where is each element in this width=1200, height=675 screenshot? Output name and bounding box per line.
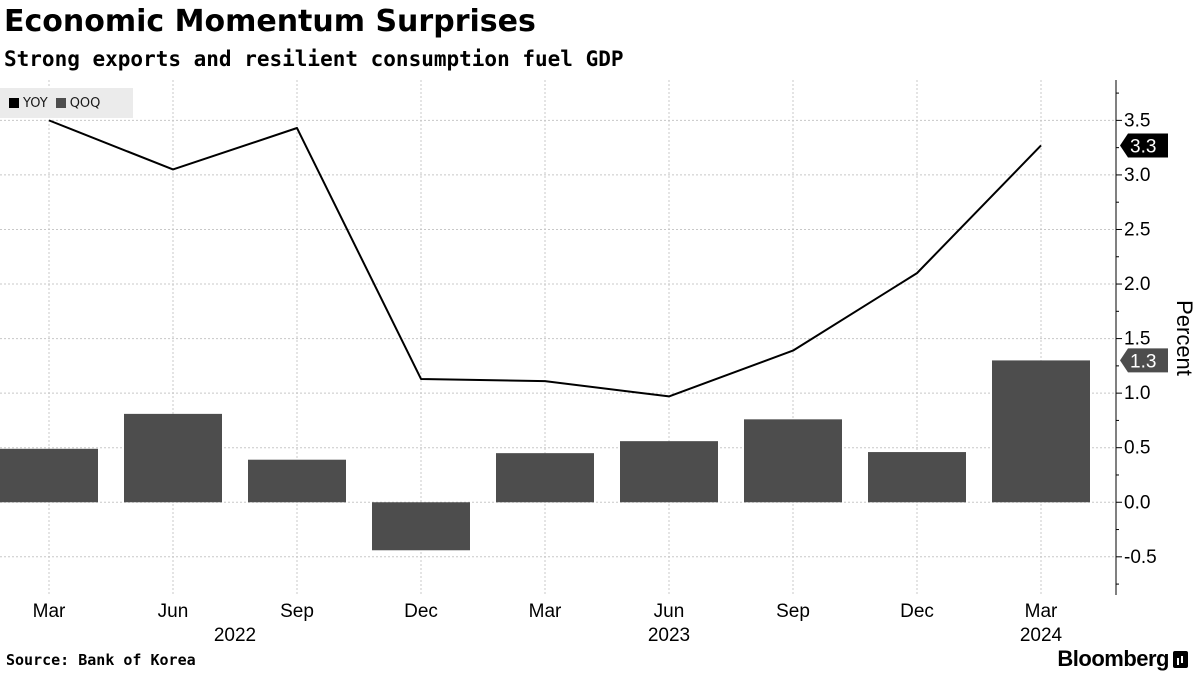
- legend-swatch-qoq: [55, 98, 66, 108]
- y-tick-label: 2.0: [1124, 274, 1150, 295]
- yoy-last-value-tag: [1120, 133, 1168, 158]
- qoq-last-value-tag: [1120, 348, 1168, 373]
- legend-swatch-yoy: [9, 98, 19, 108]
- yoy-last-value-tag-label: 3.3: [1130, 136, 1156, 157]
- x-tick-label: Jun: [654, 601, 685, 622]
- bar-qoq-4: [372, 502, 470, 551]
- bar-qoq-3: [248, 459, 346, 503]
- legend-item-yoy: YOY: [9, 96, 48, 111]
- x-tick-label: Dec: [900, 601, 934, 622]
- bar-qoq-1: [0, 448, 98, 503]
- qoq-last-value-tag-label: 1.3: [1130, 351, 1156, 372]
- x-year-label: 2024: [1020, 625, 1063, 646]
- y-axis-title: Percent: [1172, 300, 1197, 376]
- x-year-label: 2023: [648, 625, 690, 646]
- bar-qoq-8: [868, 452, 966, 503]
- x-tick-label: Sep: [280, 601, 314, 622]
- x-tick-label: Mar: [33, 601, 66, 622]
- brand-name: Bloomberg: [1057, 646, 1169, 671]
- legend-label-yoy: YOY: [23, 95, 48, 111]
- y-tick-label: 2.5: [1124, 219, 1150, 240]
- y-tick-label: 3.0: [1124, 165, 1150, 186]
- y-tick-label: -0.5: [1124, 547, 1157, 568]
- y-tick-label: 1.0: [1124, 383, 1150, 404]
- legend-item-qoq: QOQ: [55, 95, 101, 111]
- chart-legend: YOY QOQ: [0, 88, 133, 118]
- bloomberg-terminal-icon: [1173, 650, 1188, 668]
- chart-subtitle: Strong exports and resilient consumption…: [4, 47, 624, 71]
- x-year-label: 2022: [214, 625, 256, 646]
- y-tick-label: 0.5: [1124, 438, 1150, 459]
- bar-qoq-7: [744, 419, 842, 503]
- x-tick-label: Mar: [529, 601, 562, 622]
- bar-qoq-2: [124, 413, 222, 503]
- x-tick-label: Jun: [158, 601, 189, 622]
- chart-title: Economic Momentum Surprises: [4, 4, 536, 39]
- x-tick-label: Mar: [1025, 601, 1058, 622]
- x-tick-label: Dec: [404, 601, 438, 622]
- source-note: Source: Bank of Korea: [6, 651, 196, 669]
- y-tick-label: 0.0: [1124, 492, 1150, 513]
- bar-qoq-5: [496, 453, 594, 503]
- y-tick-label: 1.5: [1124, 329, 1150, 350]
- bar-qoq-9: [992, 360, 1090, 503]
- y-tick-label: 3.5: [1124, 110, 1150, 131]
- legend-label-qoq: QOQ: [69, 95, 101, 111]
- bar-qoq-6: [620, 441, 718, 503]
- x-tick-label: Sep: [776, 601, 810, 622]
- brand-logo: Bloomberg: [1057, 646, 1188, 672]
